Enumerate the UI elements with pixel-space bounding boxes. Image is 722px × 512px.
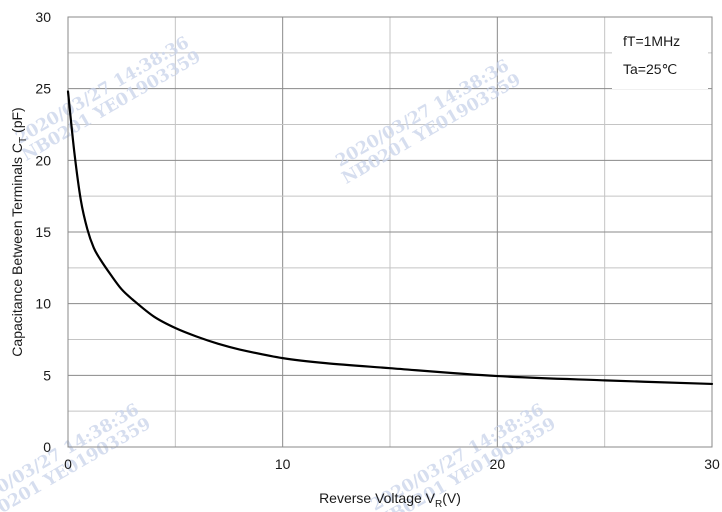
y-axis-label: Capacitance Between Terminals CT (pF) (9, 107, 29, 356)
y-axis-label-unit: (pF) (9, 107, 25, 137)
x-tick-labels: 0 10 20 30 (64, 456, 720, 472)
y-tick-label: 30 (35, 9, 51, 25)
x-axis-label: Reverse Voltage VR(V) (319, 490, 461, 510)
x-tick-label: 30 (704, 456, 720, 472)
y-tick-label: 25 (35, 81, 51, 97)
x-tick-label: 10 (275, 456, 291, 472)
y-tick-labels: 0 5 10 15 20 25 30 (35, 9, 51, 455)
x-axis-label-subscript: R (435, 499, 442, 510)
x-tick-label: 0 (64, 456, 72, 472)
x-axis-label-main: Reverse Voltage V (319, 490, 436, 506)
x-tick-label: 20 (490, 456, 506, 472)
y-tick-label: 5 (43, 367, 51, 383)
y-axis-label-main: Capacitance Between Terminals C (9, 143, 25, 357)
y-tick-label: 15 (35, 224, 51, 240)
capacitance-curve (66, 90, 714, 386)
annotation-frequency: fT=1MHz (623, 33, 680, 49)
x-axis-label-unit: (V) (442, 490, 461, 506)
annotation-temperature: Ta=25℃ (623, 61, 677, 77)
legend-box (612, 23, 708, 89)
y-axis-label-subscript: T (18, 137, 29, 143)
y-tick-label: 10 (35, 296, 51, 312)
y-tick-label: 0 (43, 439, 51, 455)
plot-area-border (67, 16, 713, 448)
y-tick-label: 20 (35, 152, 51, 168)
